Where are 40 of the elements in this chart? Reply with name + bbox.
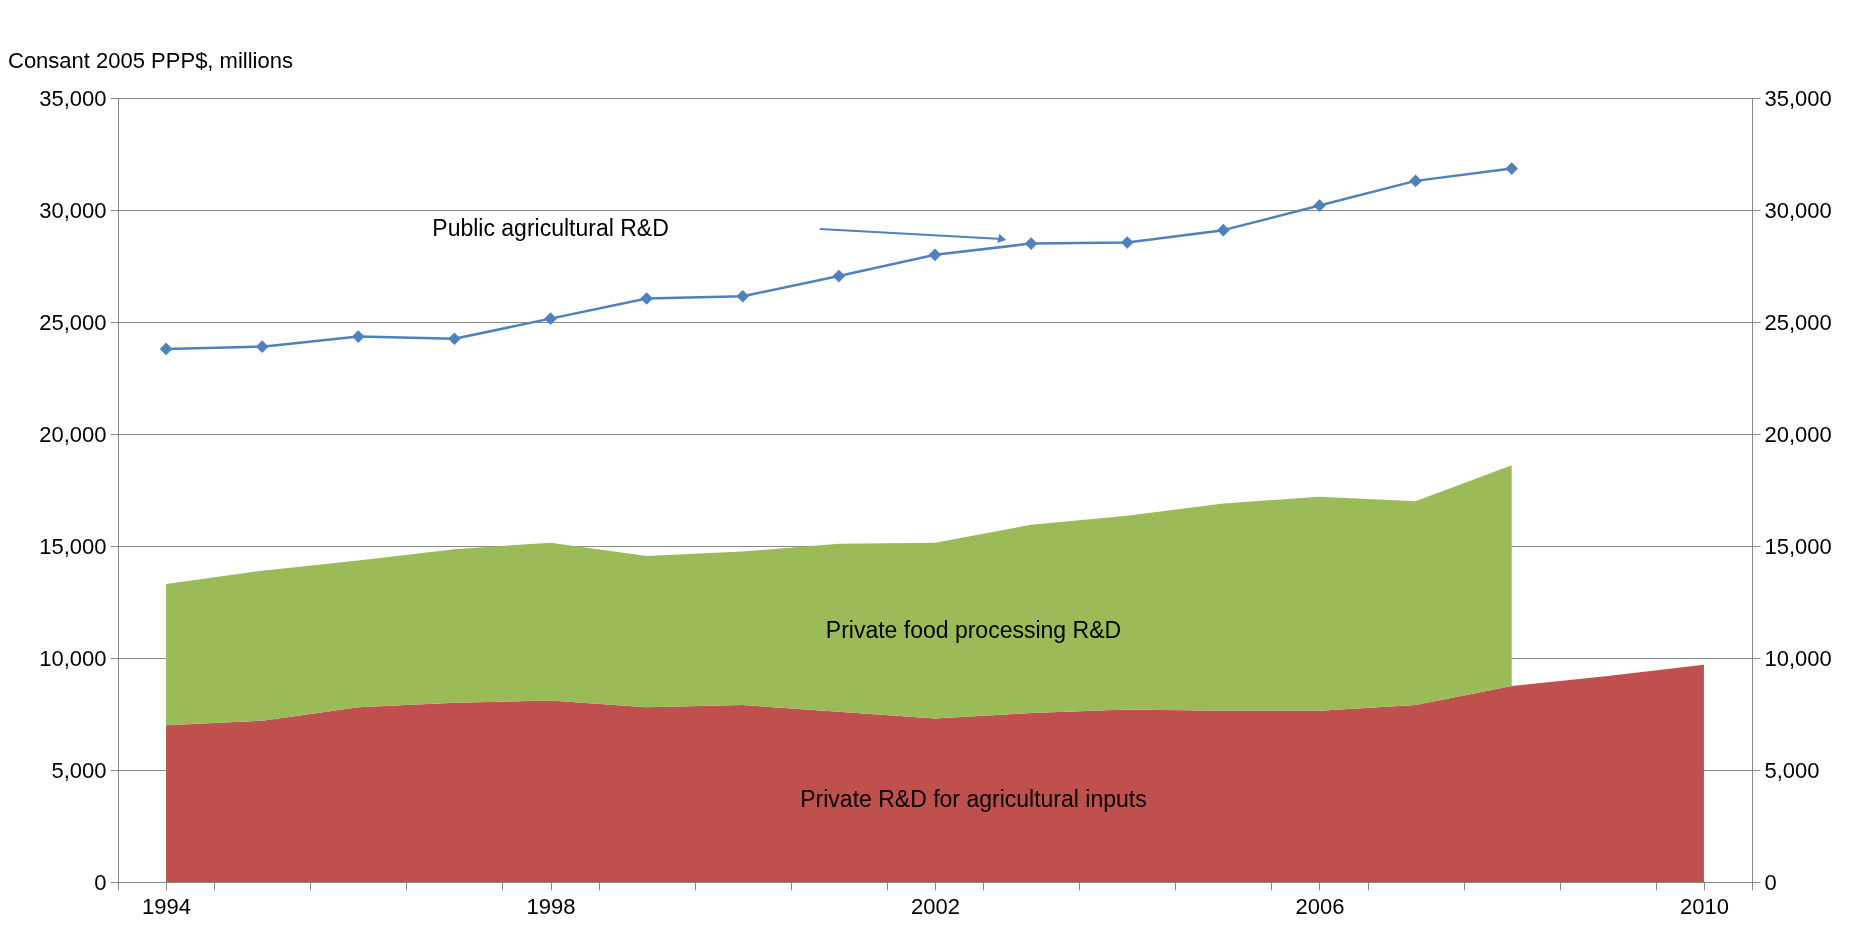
point [640, 292, 653, 305]
y-tick-label: 5,000 [51, 757, 107, 783]
y-tick-label: 25,000 [39, 309, 107, 335]
text: Public agricultural R&D [432, 215, 669, 242]
y2-tick-label: 10,000 [1764, 645, 1832, 671]
y2-tick-label: 5,000 [1764, 757, 1820, 783]
y2-tick-label: 25,000 [1764, 309, 1832, 335]
point [1217, 223, 1230, 237]
x-tick-label: 1994 [142, 893, 192, 919]
point [1120, 236, 1134, 249]
series-label: Private R&D for agricultural inputs [800, 786, 1147, 813]
point [448, 332, 461, 346]
y2-tick-label: 20,000 [1764, 421, 1832, 447]
point [1313, 199, 1326, 212]
y-tick-label: 35,000 [39, 85, 107, 111]
point [1505, 162, 1519, 175]
y-tick-label: 0 [94, 869, 107, 895]
point [159, 342, 173, 356]
series-label: Private food processing R&D [825, 616, 1122, 643]
x-tick-label: 2010 [1679, 893, 1729, 919]
point [544, 312, 557, 325]
x-tick-label: 2002 [911, 893, 960, 919]
point [1024, 237, 1038, 250]
y2-tick-label: 35,000 [1764, 85, 1832, 111]
y2-tick-label: 0 [1764, 869, 1777, 895]
point [255, 340, 269, 353]
y2-tick-label: 15,000 [1764, 533, 1832, 559]
point [928, 248, 942, 262]
y-tick-label: 15,000 [39, 533, 107, 559]
x-tick-label: 2006 [1295, 893, 1345, 919]
y-axis-title: Consant 2005 PPP$, millions [8, 48, 293, 73]
point [832, 269, 846, 283]
point [736, 289, 750, 303]
point [351, 330, 365, 343]
point [1409, 174, 1422, 188]
y-tick-label: 30,000 [39, 197, 107, 223]
y-tick-label: 20,000 [39, 421, 107, 447]
x-tick-label: 1998 [526, 893, 576, 919]
y2-tick-label: 30,000 [1764, 197, 1832, 223]
y-tick-label: 10,000 [39, 645, 107, 671]
